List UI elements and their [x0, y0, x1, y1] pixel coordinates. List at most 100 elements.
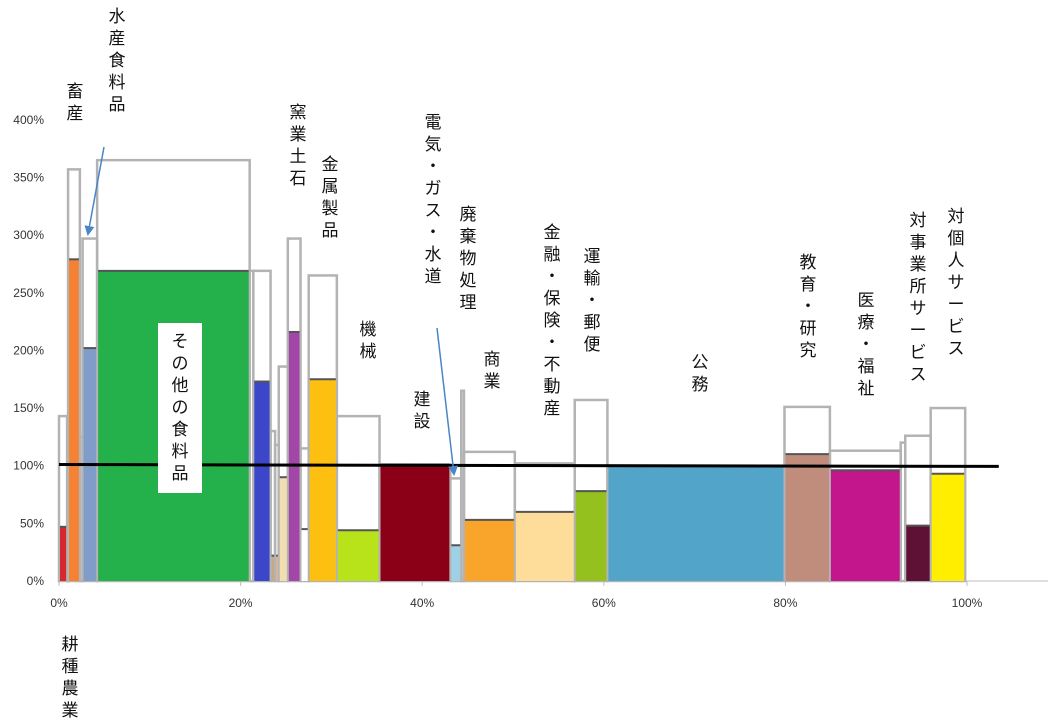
category-label-char: 棄 [460, 227, 477, 247]
category-label-char: 研 [800, 319, 817, 339]
bar [69, 259, 79, 581]
category-label-char: サ [910, 299, 927, 319]
category-label-char: 窯 [290, 103, 307, 123]
category-label-char: 料 [172, 442, 189, 462]
category-label-char: 険 [544, 311, 561, 331]
category-label-char: ・ [858, 335, 875, 355]
category-label-char: 石 [290, 169, 307, 189]
y-tick-label: 0% [27, 574, 45, 588]
y-tick-label: 200% [13, 343, 44, 357]
category-label-char: ビ [910, 343, 927, 363]
inner-label-box [158, 323, 202, 493]
bar [276, 555, 278, 581]
bars [57, 158, 967, 583]
category-label-char: 食 [109, 51, 126, 71]
category-label-char: 輸 [584, 269, 601, 289]
bar [785, 454, 829, 581]
category-label-char: 他 [172, 376, 189, 396]
category-label-char: ス [910, 365, 927, 385]
category-label-char: の [172, 354, 189, 374]
category-label-char: ・ [800, 297, 817, 317]
category-label-char: ー [948, 295, 965, 315]
category-label-char: 商 [484, 350, 501, 370]
reference-line [58, 463, 999, 468]
bar [271, 555, 275, 581]
category-label-char: 気 [425, 135, 442, 155]
bar [906, 525, 930, 581]
category-label-char: 業 [484, 372, 501, 392]
category-label-char: 機 [360, 320, 377, 340]
y-tick-label: 150% [13, 401, 44, 415]
category-label-char: 建 [414, 390, 431, 410]
y-tick-label: 400% [13, 113, 44, 127]
x-tick-label: 80% [773, 596, 797, 610]
category-label-char: 対 [948, 207, 965, 227]
category-label-char: 対 [910, 211, 927, 231]
y-tick-label: 100% [13, 459, 44, 473]
category-label-char: 設 [414, 412, 431, 432]
category-label-char: 祉 [858, 379, 875, 399]
category-label-char: 土 [290, 147, 307, 167]
category-label-char: 便 [584, 335, 601, 355]
category-label-char: 畜 [67, 82, 84, 102]
x-tick-label: 20% [229, 596, 253, 610]
x-tick-label: 100% [952, 596, 983, 610]
category-label-char: 産 [109, 29, 126, 49]
category-label-char: そ [172, 332, 189, 352]
x-tick-label: 40% [410, 596, 434, 610]
category-label-char: 産 [67, 104, 84, 124]
category-label-char: 融 [544, 245, 561, 265]
bar [301, 529, 308, 581]
category-label-char: 農 [62, 679, 79, 699]
bar [515, 511, 574, 581]
category-label-char: 水 [109, 7, 126, 27]
category-label-char: 事 [910, 233, 927, 253]
category-label-char: 業 [62, 701, 79, 720]
category-label-char: ー [910, 321, 927, 341]
category-label-char: 品 [109, 95, 126, 115]
bar [337, 530, 379, 581]
category-label-char: 物 [460, 249, 477, 269]
category-label-char: 水 [425, 245, 442, 265]
bar [279, 477, 287, 581]
x-tick-label: 60% [592, 596, 616, 610]
category-label-char: 保 [544, 289, 561, 309]
y-tick-label: 300% [13, 228, 44, 242]
category-label-char: ・ [544, 267, 561, 287]
y-tick-label: 350% [13, 170, 44, 184]
category-label-char: 郵 [584, 313, 601, 333]
category-label-char: 動 [544, 377, 561, 397]
category-label-char: 処 [460, 271, 477, 291]
category-label-char: 理 [460, 293, 477, 313]
category-label-char: 食 [172, 420, 189, 440]
category-label-char: 育 [800, 275, 817, 295]
category-label-char: 業 [290, 125, 307, 145]
category-label-char: 福 [858, 357, 875, 377]
axes: 0% 50% 100% 150% 200% 250% 300% 350% 400% 0% 20% 40… [13, 113, 1048, 610]
y-tick-label: 250% [13, 286, 44, 300]
category-label-char: 械 [360, 342, 377, 362]
bar [451, 545, 461, 581]
category-label-char: 医 [858, 291, 875, 311]
bar [309, 379, 336, 581]
category-label-char: の [172, 398, 189, 418]
category-label-char: 料 [109, 73, 126, 93]
category-label-char: 人 [948, 251, 965, 271]
category-label-char: ・ [544, 333, 561, 353]
category-label-char: 所 [910, 277, 927, 297]
bar [464, 519, 514, 581]
category-label-char: 耕 [62, 635, 79, 655]
bar [254, 381, 270, 581]
category-label-char: 療 [858, 313, 875, 333]
category-label-char: 属 [322, 177, 339, 197]
category-label-char: 製 [322, 199, 339, 219]
category-label-char: サ [948, 273, 965, 293]
category-label-char: 種 [62, 657, 79, 677]
category-label-char: ス [948, 339, 965, 359]
category-label-char: 電 [425, 113, 442, 133]
category-label-char: ビ [948, 317, 965, 337]
category-label-char: 個 [948, 229, 965, 249]
category-label-char: 究 [800, 341, 817, 361]
category-label-char: 運 [584, 247, 601, 267]
